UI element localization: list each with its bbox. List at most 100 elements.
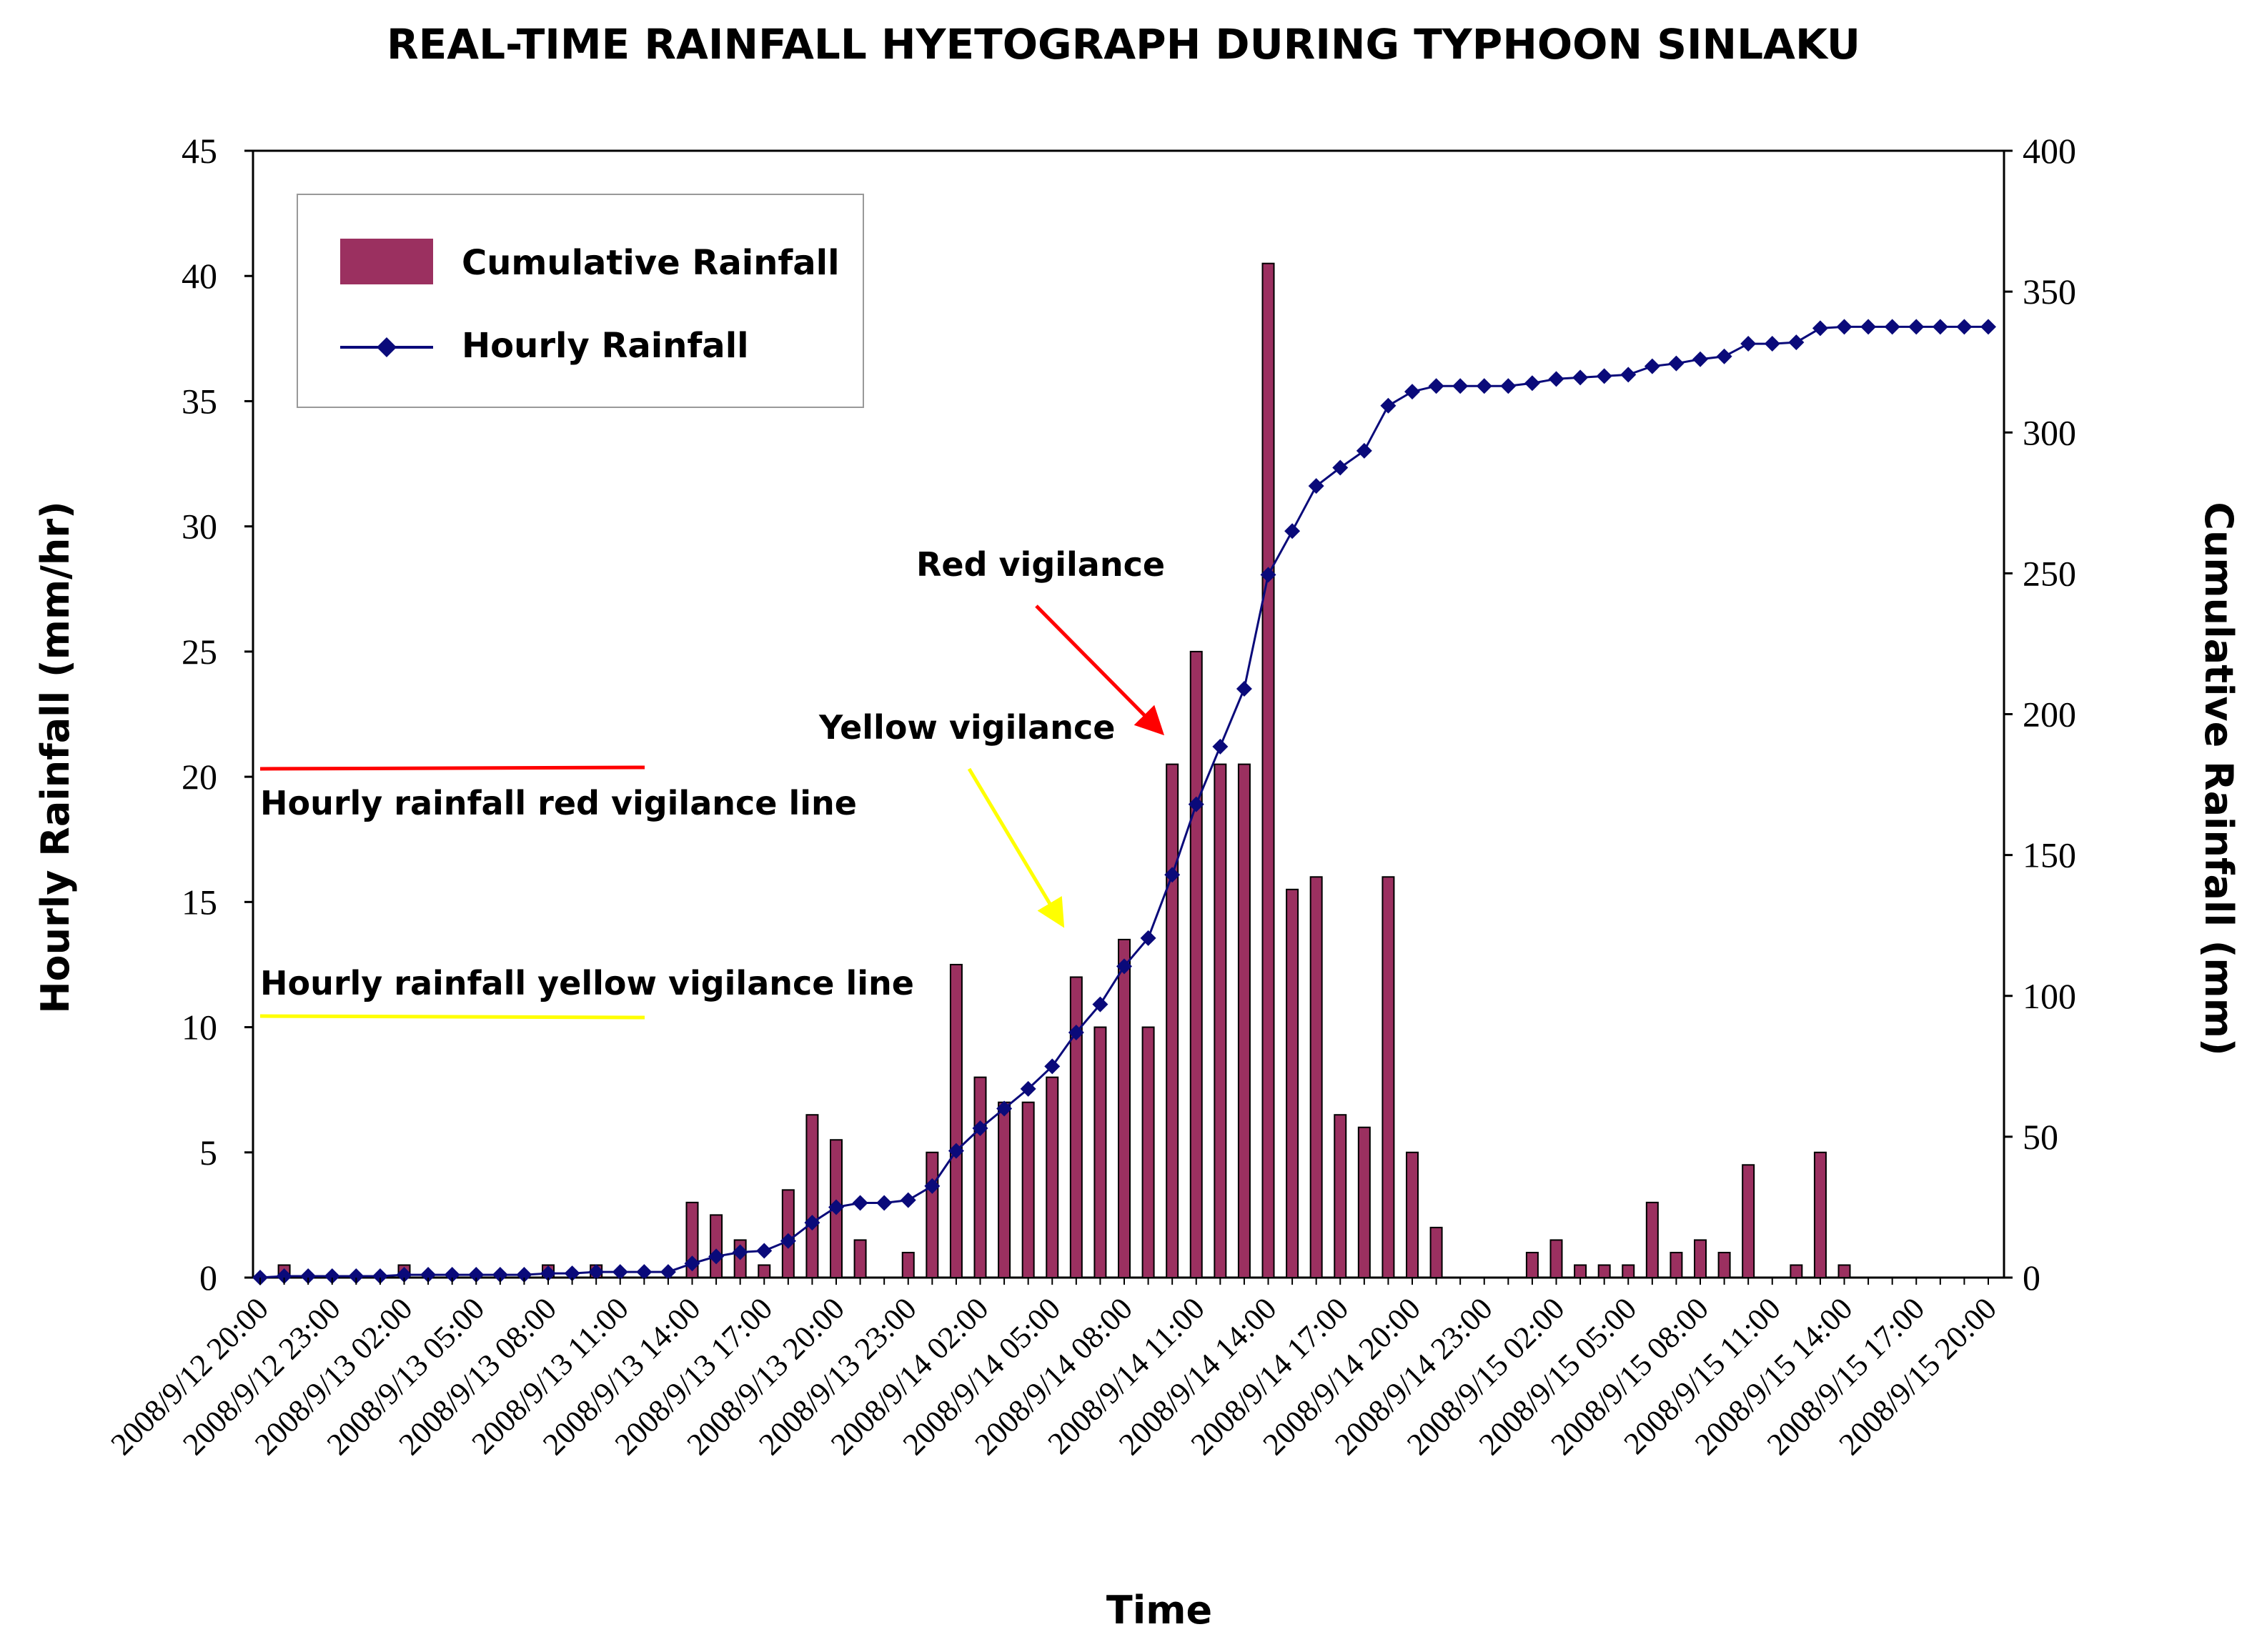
bar [973,1076,987,1278]
bar [1790,1264,1803,1279]
line-point [372,1268,388,1285]
bar [1069,976,1083,1278]
bar [1286,888,1299,1279]
line-point [1380,397,1397,414]
bar [1093,1026,1107,1278]
bar [1382,876,1395,1279]
bar [1525,1251,1539,1279]
line-point [1692,351,1708,367]
y-left-tick-label: 20 [182,757,217,797]
line-point [540,1265,556,1282]
line-point [1356,442,1372,459]
bar [1309,876,1323,1279]
line-point [1500,378,1517,394]
line-point [588,1264,605,1280]
line-point [804,1215,820,1231]
y-left-tick-label: 5 [199,1133,217,1173]
line-point [1452,378,1469,394]
line-point [756,1243,773,1259]
bar [1645,1201,1659,1279]
y-left-tick-label: 40 [182,256,217,296]
bar [1670,1251,1683,1279]
line-point [324,1268,340,1285]
bar [1141,1026,1155,1278]
bar [926,1151,939,1279]
line-point [396,1267,412,1283]
line-point [1260,567,1276,583]
bar [1574,1264,1587,1279]
line-point [1044,1058,1061,1075]
red-vigilance-annotation: Red vigilance [916,545,1165,584]
line-point [1980,319,1996,335]
line-point [1788,334,1805,351]
line-point [948,1143,964,1159]
y-left-tick-label: 25 [182,632,217,672]
bar [1166,763,1179,1278]
line-point [924,1178,941,1194]
line-point [300,1268,317,1285]
line-point [1740,336,1757,352]
line-point [828,1199,844,1215]
line-point [276,1268,292,1285]
line-point [492,1267,508,1283]
line-point [1212,738,1229,755]
line-point [660,1264,676,1280]
bar [805,1114,819,1278]
line-point [876,1195,893,1211]
y-right-tick-label: 400 [2023,131,2076,171]
bar [1189,650,1203,1278]
bar [1837,1264,1851,1279]
line-point [900,1192,916,1208]
line-series [252,319,1996,1285]
yellow-vigilance-annotation: Yellow vigilance [818,708,1115,747]
line-point [1596,368,1612,384]
line-point [1644,358,1660,374]
line-point [1332,459,1349,476]
line-point [1404,384,1420,400]
line-point [1476,378,1492,394]
red-vigilance-line-label: Hourly rainfall red vigilance line [260,784,857,822]
bar [1694,1239,1707,1279]
legend-bar-swatch [340,239,433,284]
legend: Cumulative Rainfall Hourly Rainfall [297,194,864,408]
line-point [1884,319,1900,335]
bar [1118,938,1131,1279]
line-point [780,1233,796,1249]
line-point [1620,367,1637,383]
legend-box [297,194,864,408]
line-point [1932,319,1948,335]
bar [1429,1226,1443,1279]
y-axis-right-title: Cumulative Rainfall (mm) [2196,502,2241,1055]
right-axis: 0 50 100 150 200 250 300 350 400 [2004,131,2076,1298]
y-left-tick-label: 10 [182,1007,217,1048]
bar [1597,1264,1611,1279]
line-point [636,1264,653,1280]
y-right-tick-label: 300 [2023,412,2076,452]
bar [853,1239,867,1279]
bar [1021,1101,1035,1278]
y-right-tick-label: 350 [2023,272,2076,312]
bar [1717,1251,1731,1279]
line-point [1236,681,1252,697]
line-point [852,1195,868,1211]
line-point [1188,796,1204,812]
bar [1261,262,1275,1279]
line-point [1716,348,1732,364]
bar [1549,1239,1563,1279]
line-point [1308,478,1324,494]
line-point [1428,378,1444,394]
line-point [1548,371,1564,387]
bar [1237,763,1251,1278]
line-point [1116,958,1132,975]
y-left-tick-label: 30 [182,507,217,547]
yellow-vigilance-line [259,1014,645,1020]
bar [998,1101,1011,1278]
line-point [1164,867,1181,883]
y-left-tick-label: 45 [182,131,217,171]
legend-line-marker [377,337,397,357]
y-right-tick-label: 50 [2023,1117,2058,1157]
bar [1406,1151,1419,1279]
yellow-vigilance-arrow [967,767,1065,928]
